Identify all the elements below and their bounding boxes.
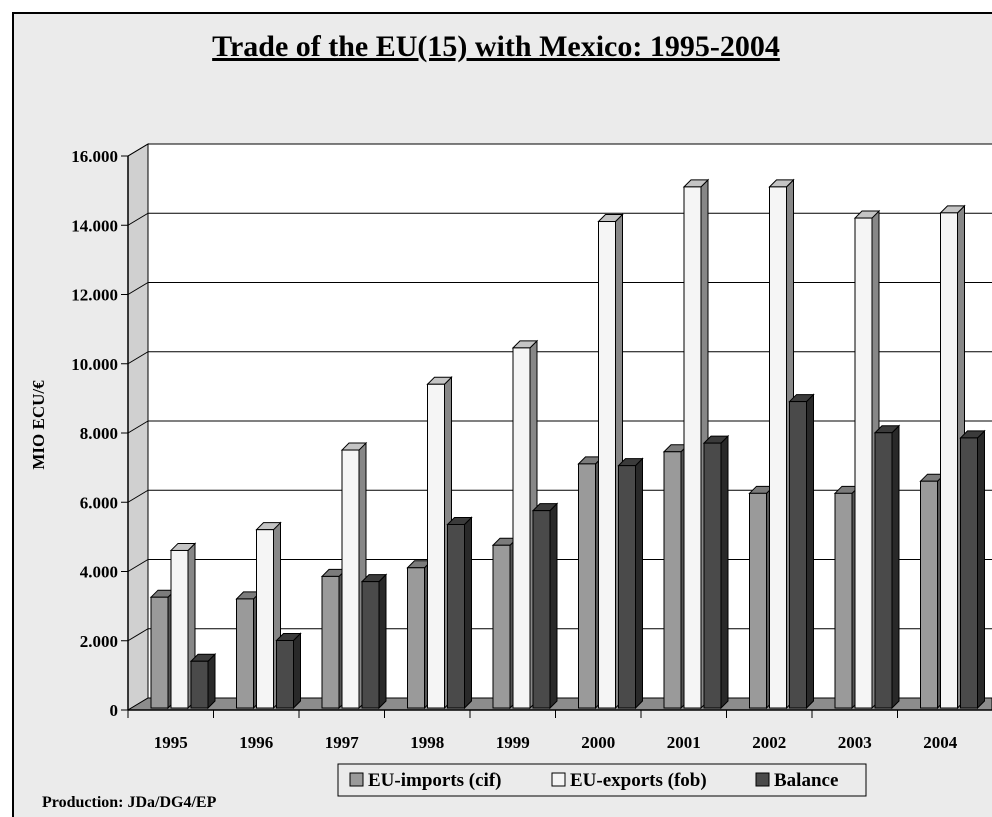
y-tick-label: 16.000 — [71, 147, 118, 166]
bar-front — [834, 492, 853, 709]
bar-balance-1995 — [189, 653, 217, 710]
x-tick-label: 2004 — [923, 733, 958, 752]
x-tick-label: 2001 — [667, 733, 701, 752]
bar-side — [891, 424, 900, 710]
bar-balance-1996 — [275, 632, 302, 710]
bar-balance-2002 — [788, 393, 815, 710]
bar-front — [618, 465, 636, 709]
x-tick-label: 1995 — [154, 733, 188, 752]
bar-side — [293, 632, 301, 710]
chart-title: Trade of the EU(15) with Mexico: 1995-20… — [212, 30, 780, 63]
y-tick-label: 2.000 — [80, 632, 118, 651]
x-tick-label: 1999 — [496, 733, 530, 752]
bar-front — [769, 186, 787, 709]
bar-balance-2004 — [959, 429, 986, 710]
x-tick-label: 2002 — [752, 733, 786, 752]
bar-balance-1997 — [360, 573, 388, 710]
gridline-side — [127, 212, 149, 226]
bar-side — [806, 393, 814, 710]
bar-front — [598, 221, 616, 709]
y-tick-label: 12.000 — [71, 286, 118, 305]
bar-front — [150, 596, 169, 709]
legend-swatch — [349, 772, 364, 787]
gridline-side — [127, 420, 149, 434]
bar-side — [549, 502, 558, 710]
bar-front — [578, 463, 596, 709]
x-tick-label: 2000 — [581, 733, 615, 752]
bar-layer — [149, 178, 986, 710]
bar-front — [492, 544, 511, 709]
x-tick-label: 1996 — [239, 733, 273, 752]
bar-front — [663, 451, 682, 709]
y-axis-label: MIO ECU/€ — [29, 380, 48, 470]
production-note: Production: JDa/DG4/EP — [42, 794, 217, 811]
gridline-side — [127, 489, 149, 503]
gridline-side — [127, 628, 149, 642]
gridline-side — [127, 351, 149, 365]
bar-front — [940, 212, 958, 709]
bar-front — [920, 480, 938, 709]
axis-layer — [121, 155, 992, 718]
bar-front — [407, 567, 425, 709]
bar-front — [512, 347, 531, 709]
bar-front — [532, 510, 551, 709]
y-tick-label: 6.000 — [80, 493, 118, 512]
legend-label: Balance — [774, 770, 838, 791]
bar-front — [190, 660, 209, 709]
gridline-side — [127, 282, 149, 295]
y-tick-label: 8.000 — [80, 424, 118, 443]
bar-balance-1998 — [446, 516, 473, 710]
y-tick-label: 10.000 — [71, 355, 118, 374]
bar-side — [207, 653, 216, 710]
bar-eu-exports-fob--1995 — [169, 542, 197, 710]
bar-front — [960, 437, 978, 709]
y-tick-label: 4.000 — [80, 563, 118, 582]
bar-front — [276, 639, 294, 709]
bar-balance-2001 — [702, 434, 730, 710]
bar-side — [635, 457, 643, 710]
legend-label: EU-imports (cif) — [368, 770, 502, 791]
gridline-side — [127, 559, 149, 572]
y-tick-label: 14.000 — [71, 216, 118, 235]
x-tick-label: 2003 — [838, 733, 872, 752]
bar-front — [256, 529, 274, 709]
bar-front — [170, 549, 189, 709]
bar-front — [683, 186, 702, 709]
gridline-side — [127, 143, 149, 157]
y-tick-label: 0 — [110, 701, 119, 720]
bar-side — [464, 516, 472, 710]
x-tick-label: 1998 — [410, 733, 444, 752]
legend-box — [337, 763, 867, 797]
bar-front — [427, 383, 445, 709]
x-tick-label: 1997 — [325, 733, 360, 752]
bar-balance-2003 — [873, 424, 901, 710]
bar-front — [361, 581, 380, 709]
legend-label: EU-exports (fob) — [570, 770, 707, 791]
legend-swatch — [551, 772, 566, 787]
bar-side — [977, 429, 985, 710]
legend-swatch — [755, 772, 770, 787]
bar-front — [749, 492, 767, 709]
bar-side — [720, 434, 729, 710]
bar-front — [854, 217, 873, 709]
bar-side — [378, 573, 387, 710]
bar-front — [789, 401, 807, 709]
label-layer: 0 2.000 4.000 6.000 8.000 10.000 12.000 14.000 1… — [29, 147, 958, 752]
legend: EU-imports (cif) EU-exports (fob) Balance — [337, 763, 867, 797]
bar-front — [874, 432, 893, 709]
bar-front — [447, 523, 465, 709]
bar-front — [703, 442, 722, 709]
bar-front — [341, 449, 360, 709]
bar-balance-2000 — [617, 457, 644, 710]
bar-front — [236, 598, 254, 709]
bar-balance-1999 — [531, 502, 559, 710]
bar-front — [321, 575, 340, 709]
